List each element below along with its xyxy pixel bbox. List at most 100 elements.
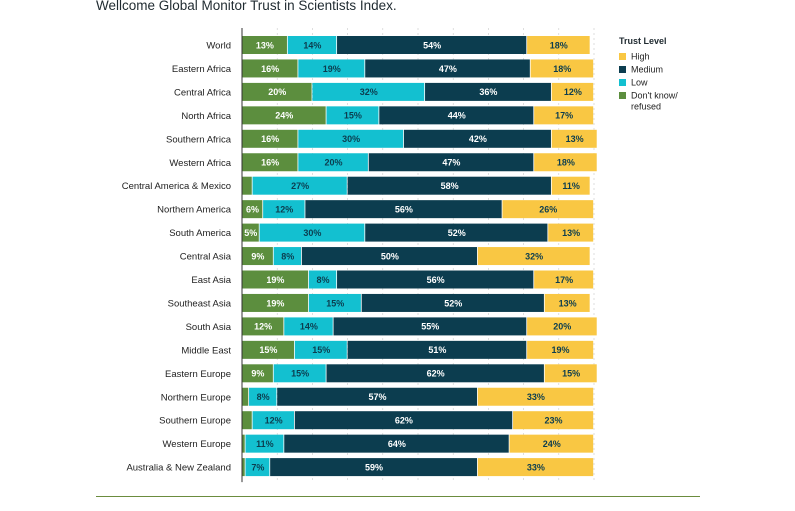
data-label: 19% bbox=[323, 64, 341, 74]
bar-segment-dk bbox=[242, 200, 263, 219]
data-label: 11% bbox=[562, 181, 580, 191]
data-label: 55% bbox=[421, 322, 439, 332]
chart-title: Wellcome Global Monitor Trust in Scienti… bbox=[96, 0, 397, 13]
data-label: 14% bbox=[300, 322, 318, 332]
bar-segment-low bbox=[298, 129, 404, 148]
data-label: 30% bbox=[342, 134, 360, 144]
bar-segment-low bbox=[298, 153, 368, 172]
data-label: 17% bbox=[555, 275, 573, 285]
bar-segment-low bbox=[252, 176, 347, 195]
bar-segment-medium bbox=[284, 434, 509, 453]
bar-segment-low bbox=[263, 200, 305, 219]
data-label: 58% bbox=[441, 181, 459, 191]
gridlines bbox=[276, 28, 595, 483]
bar-segment-medium bbox=[337, 36, 527, 54]
data-label: 64% bbox=[388, 439, 406, 449]
bar-segment-low bbox=[284, 317, 333, 336]
data-label: 56% bbox=[395, 204, 413, 214]
bar-segment-high bbox=[534, 270, 594, 289]
data-label: 20% bbox=[268, 87, 286, 97]
data-label: 20% bbox=[325, 158, 343, 168]
data-label: 18% bbox=[553, 64, 571, 74]
bar-segment-dk bbox=[242, 176, 252, 195]
bar-segment-dk bbox=[242, 247, 273, 266]
bar-segment-dk bbox=[242, 129, 298, 148]
bar-segment-medium bbox=[337, 270, 534, 289]
bar-segment-dk bbox=[242, 411, 252, 430]
bar-segment-dk bbox=[242, 36, 287, 54]
data-label: 12% bbox=[275, 204, 293, 214]
bar-segment-dk bbox=[242, 153, 298, 172]
bar-segment-low bbox=[308, 270, 337, 289]
bar-segment-low bbox=[273, 364, 326, 383]
data-label: 15% bbox=[259, 345, 277, 355]
data-label: 59% bbox=[365, 462, 383, 472]
legend-label: Don't know/refused bbox=[631, 91, 678, 112]
data-label: 18% bbox=[557, 158, 575, 168]
bar-segment-low bbox=[294, 340, 347, 359]
data-label: 15% bbox=[562, 369, 580, 379]
data-label: 13% bbox=[562, 228, 580, 238]
data-label: 15% bbox=[326, 298, 344, 308]
bar-segment-medium bbox=[347, 340, 527, 359]
data-label: 24% bbox=[543, 439, 561, 449]
data-label: 33% bbox=[527, 392, 545, 402]
bar-segment-low bbox=[308, 293, 361, 312]
data-label: 36% bbox=[479, 87, 497, 97]
bar-segment-medium bbox=[425, 82, 551, 101]
bar-segment-low bbox=[312, 82, 425, 101]
bar-segment-high bbox=[513, 411, 594, 430]
data-label: 23% bbox=[545, 416, 563, 426]
bar-segment-high bbox=[530, 59, 594, 78]
data-label: 57% bbox=[369, 392, 387, 402]
bar-segment-low bbox=[249, 387, 277, 406]
data-label: 9% bbox=[251, 369, 264, 379]
data-label: 11% bbox=[256, 439, 274, 449]
bar-segment-high bbox=[544, 293, 590, 312]
bar-segment-dk bbox=[242, 293, 309, 312]
data-label: 26% bbox=[539, 204, 557, 214]
bar-segment-medium bbox=[365, 59, 530, 78]
data-label: 54% bbox=[423, 40, 441, 50]
category-label: East Asia bbox=[191, 275, 231, 286]
legend: Trust Level High Medium Low Don't know/refus… bbox=[619, 36, 678, 112]
data-label: 62% bbox=[427, 369, 445, 379]
footer-rule bbox=[96, 496, 700, 497]
bar-segment-high bbox=[502, 200, 594, 219]
bar-segment-high bbox=[477, 387, 594, 406]
bar-segment-medium bbox=[347, 176, 551, 195]
data-label: 62% bbox=[395, 416, 413, 426]
data-label: 9% bbox=[251, 251, 264, 261]
legend-swatch-high bbox=[619, 53, 626, 60]
bar-segment-low bbox=[298, 59, 365, 78]
bar-segment-low bbox=[273, 247, 302, 266]
bar-segment-high bbox=[551, 129, 597, 148]
data-label: 52% bbox=[444, 298, 462, 308]
data-label: 15% bbox=[291, 369, 309, 379]
bar-segment-medium bbox=[368, 153, 534, 172]
category-label: Southern Europe bbox=[159, 416, 231, 427]
data-label: 24% bbox=[275, 111, 293, 121]
data-label: 12% bbox=[265, 416, 283, 426]
data-label: 15% bbox=[344, 111, 362, 121]
legend-label: High bbox=[631, 52, 650, 62]
bar-segment-low bbox=[245, 434, 284, 453]
category-label: Western Africa bbox=[169, 158, 231, 169]
data-label: 19% bbox=[266, 275, 284, 285]
category-label: Northern America bbox=[157, 205, 232, 216]
category-label: Southeast Asia bbox=[168, 298, 232, 309]
data-label: 19% bbox=[266, 298, 284, 308]
bar-segment-medium bbox=[294, 411, 513, 430]
bar-segment-low bbox=[252, 411, 294, 430]
legend-label: Low bbox=[631, 78, 648, 88]
bar-segment-low bbox=[287, 36, 337, 54]
data-label: 51% bbox=[428, 345, 446, 355]
data-label: 14% bbox=[303, 40, 321, 50]
data-label: 47% bbox=[442, 158, 460, 168]
data-label: 6% bbox=[246, 204, 259, 214]
data-label: 16% bbox=[261, 158, 279, 168]
bar-segment-dk bbox=[242, 223, 259, 242]
data-label: 30% bbox=[303, 228, 321, 238]
data-label: 5% bbox=[244, 228, 257, 238]
data-label: 13% bbox=[566, 134, 584, 144]
